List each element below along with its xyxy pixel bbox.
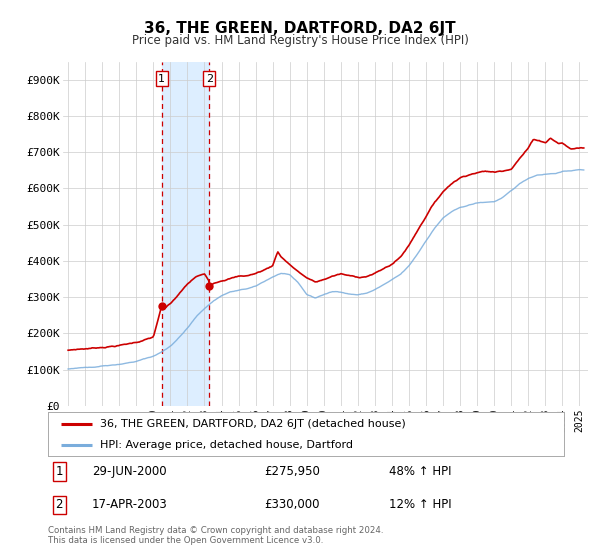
Text: This data is licensed under the Open Government Licence v3.0.: This data is licensed under the Open Gov… <box>48 536 323 545</box>
Text: 36, THE GREEN, DARTFORD, DA2 6JT: 36, THE GREEN, DARTFORD, DA2 6JT <box>144 21 456 36</box>
Text: 29-JUN-2000: 29-JUN-2000 <box>92 465 166 478</box>
Bar <box>161 62 209 406</box>
Text: £330,000: £330,000 <box>265 498 320 511</box>
Text: 17-APR-2003: 17-APR-2003 <box>92 498 167 511</box>
Text: 12% ↑ HPI: 12% ↑ HPI <box>389 498 451 511</box>
Text: Contains HM Land Registry data © Crown copyright and database right 2024.: Contains HM Land Registry data © Crown c… <box>48 526 383 535</box>
Text: 1: 1 <box>56 465 63 478</box>
Text: 36, THE GREEN, DARTFORD, DA2 6JT (detached house): 36, THE GREEN, DARTFORD, DA2 6JT (detach… <box>100 419 406 429</box>
Text: 2: 2 <box>56 498 63 511</box>
Text: 1: 1 <box>158 74 165 83</box>
Text: HPI: Average price, detached house, Dartford: HPI: Average price, detached house, Dart… <box>100 440 353 450</box>
Text: 2: 2 <box>206 74 213 83</box>
Text: £275,950: £275,950 <box>265 465 320 478</box>
Text: Price paid vs. HM Land Registry's House Price Index (HPI): Price paid vs. HM Land Registry's House … <box>131 34 469 46</box>
Text: 48% ↑ HPI: 48% ↑ HPI <box>389 465 451 478</box>
